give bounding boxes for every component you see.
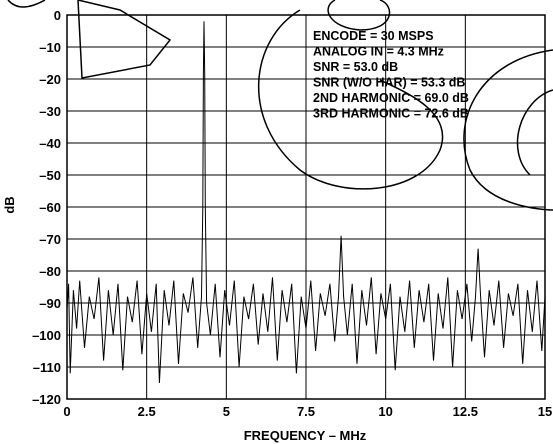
y-tick-label: –100	[32, 328, 61, 343]
y-tick-label: –90	[39, 296, 61, 311]
fft-spectrum-line	[66, 21, 546, 384]
y-tick-label: 0	[54, 8, 61, 23]
x-tick-label: 2.5	[138, 404, 156, 419]
x-tick-label: 10	[378, 404, 392, 419]
y-tick-label: –80	[39, 264, 61, 279]
y-tick-label: –60	[39, 200, 61, 215]
y-axis-title: dB	[2, 196, 17, 213]
x-tick-label: 0	[63, 404, 70, 419]
annotation-line: ENCODE = 30 MSPS	[313, 29, 434, 43]
plot-frame	[66, 14, 546, 400]
y-tick-label: –20	[39, 72, 61, 87]
annotation-line: 2ND HARMONIC = 69.0 dB	[313, 91, 469, 105]
annotation-line: SNR = 53.0 dB	[313, 60, 398, 74]
fft-series	[66, 21, 546, 384]
y-tick-label: –40	[39, 136, 61, 151]
y-tick-label: –110	[33, 360, 61, 375]
y-tick-labels: 0 –10 –20 –30 –40 –50 –60 –70 –80 –90 –100 –110 –120	[32, 8, 61, 407]
y-tick-label: –70	[39, 232, 61, 247]
x-axis-title: FREQUENCY – MHz	[244, 428, 367, 443]
x-tick-labels: 0 2.5 5 7.5 10 12.5 15	[63, 404, 552, 419]
y-tick-label: –10	[39, 40, 61, 55]
x-tick-label: 15	[538, 404, 552, 419]
annotation-line: 3RD HARMONIC = 72.6 dB	[313, 107, 469, 121]
x-tick-label: 7.5	[297, 404, 315, 419]
grid	[66, 14, 546, 400]
watermark	[7, 0, 553, 211]
plot-border	[66, 14, 546, 400]
y-tick-label: –120	[32, 392, 61, 407]
y-tick-label: –30	[39, 104, 61, 119]
annotation-line: SNR (W/O HAR) = 53.3 dB	[313, 76, 465, 90]
x-tick-label: 12.5	[453, 404, 478, 419]
annotation-line: ANALOG IN = 4.3 MHz	[313, 45, 444, 59]
x-tick-label: 5	[223, 404, 230, 419]
y-tick-label: –50	[39, 168, 61, 183]
